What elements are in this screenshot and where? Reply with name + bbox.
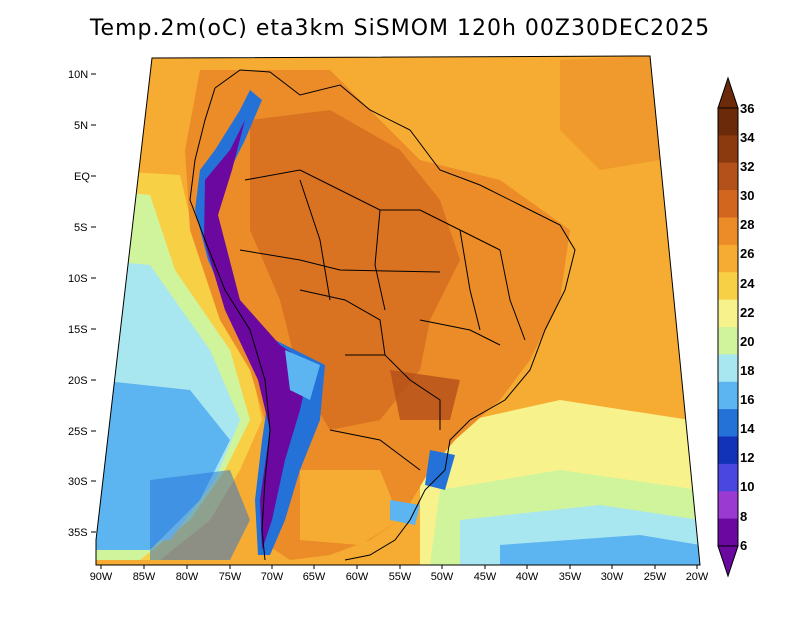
colorbar-segment [718, 463, 738, 492]
lat-label: 5S [74, 222, 87, 234]
colorbar-segment [718, 135, 738, 164]
lon-label: 50W [431, 571, 454, 583]
colorbar-label: 14 [740, 421, 755, 436]
colorbar-segment [718, 108, 738, 136]
lon-label: 90W [90, 571, 113, 583]
colorbar-label: 34 [740, 130, 755, 145]
map-title: Temp.2m(oC) eta3km SiSMOM 120h 00Z30DEC2… [89, 16, 711, 41]
lon-label: 25W [644, 571, 667, 583]
lat-label: 25S [68, 426, 88, 438]
colorbar-segment [718, 244, 738, 273]
colorbar-label: 24 [740, 276, 755, 291]
colorbar-segment [718, 354, 738, 383]
colorbar-segment [718, 518, 738, 547]
lat-label: EQ [74, 171, 90, 183]
longitude-axis: 90W 85W 80W 75W 70W 65W 60W 55W 50W 45W … [90, 565, 709, 583]
colorbar-segment [718, 491, 738, 520]
map-frame [95, 55, 701, 566]
lon-label: 75W [219, 571, 242, 583]
lat-label: 30S [68, 476, 88, 488]
latitude-axis: 10N 5N EQ 5S 10S 15S 20S 25S 30S 35S [68, 69, 96, 539]
colorbar-label: 26 [740, 246, 754, 261]
colorbar-segment [718, 436, 738, 465]
colorbar-label: 20 [740, 334, 754, 349]
lon-label: 35W [559, 571, 582, 583]
lon-label: 40W [516, 571, 539, 583]
colorbar-segment [718, 190, 738, 218]
colorbar-top-arrow [717, 76, 739, 109]
colorbar-label: 8 [740, 509, 747, 524]
lat-label: 10S [68, 273, 88, 285]
colorbar-label: 6 [740, 538, 747, 553]
colorbar-segment [718, 409, 738, 437]
lat-label: 5N [74, 120, 88, 132]
colorbar-segment [718, 381, 738, 410]
lon-label: 85W [133, 571, 156, 583]
colorbar-label: 10 [740, 479, 754, 494]
colorbar-segment [718, 327, 738, 355]
colorbar-segment [718, 299, 738, 328]
colorbar-label: 30 [740, 188, 754, 203]
lon-label: 30W [601, 571, 624, 583]
lat-label: 15S [68, 324, 88, 336]
map-plot [96, 56, 700, 565]
lon-label: 80W [176, 571, 199, 583]
colorbar-label: 28 [740, 217, 754, 232]
lon-label: 45W [474, 571, 497, 583]
lon-label: 20W [686, 571, 709, 583]
colorbar-label: 12 [740, 450, 754, 465]
colorbar-segment [718, 162, 738, 191]
lat-label: 20S [68, 375, 88, 387]
colorbar-label: 32 [740, 159, 754, 174]
lon-label: 60W [346, 571, 369, 583]
colorbar-bottom-arrow [717, 545, 739, 578]
lon-label: 65W [303, 571, 326, 583]
colorbar-label: 22 [740, 305, 754, 320]
lon-label: 55W [389, 571, 412, 583]
colorbar-segment [718, 272, 738, 301]
colorbar-label: 16 [740, 392, 754, 407]
lat-label: 10N [68, 69, 88, 81]
lon-label: 70W [261, 571, 284, 583]
colorbar: 36 34 32 30 28 26 24 22 20 18 16 14 12 1… [717, 76, 755, 578]
colorbar-label: 18 [740, 363, 754, 378]
colorbar-segment [718, 217, 738, 246]
colorbar-label: 36 [740, 101, 754, 116]
lat-label: 35S [68, 527, 88, 539]
